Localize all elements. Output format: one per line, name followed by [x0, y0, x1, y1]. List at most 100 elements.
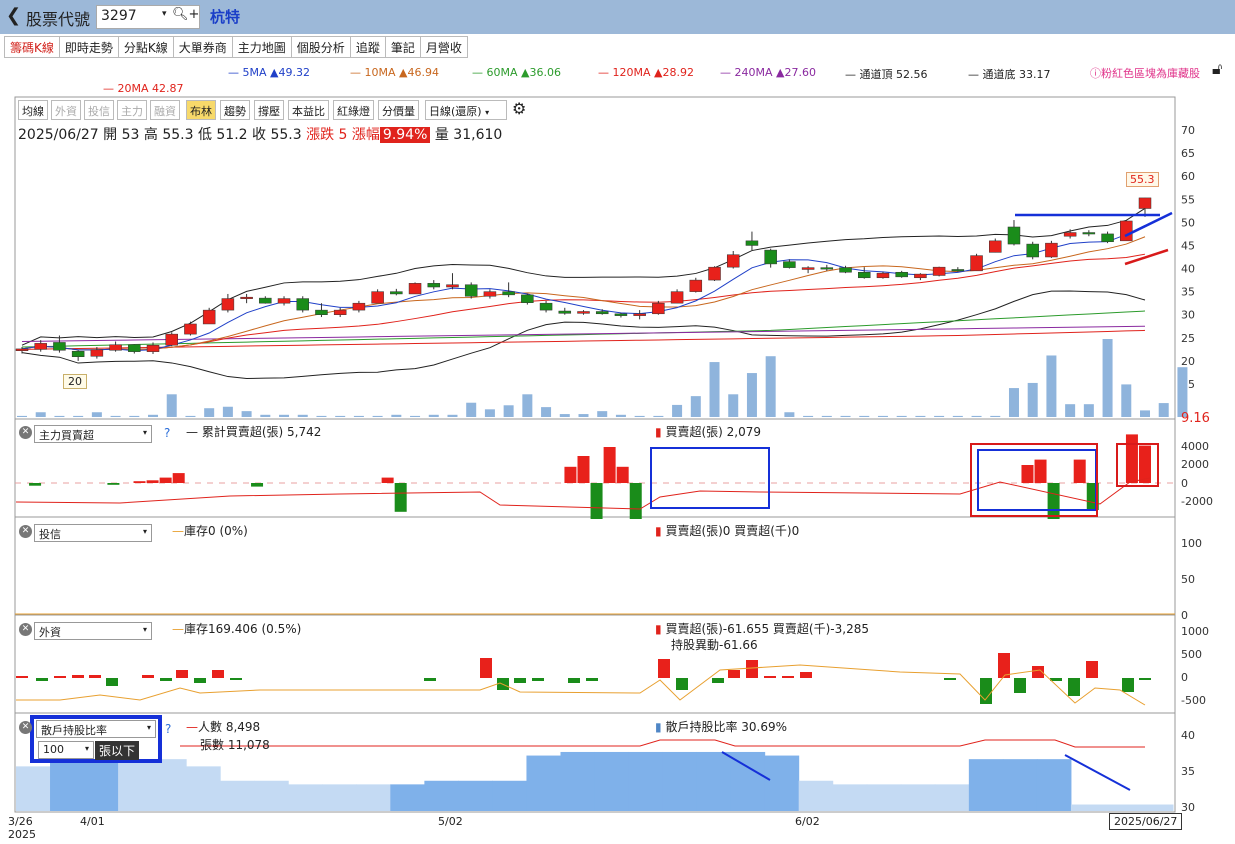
price-tick-label: 40	[1181, 263, 1195, 276]
candle-body	[633, 313, 646, 316]
lock-icon[interactable]: 🔓︎	[1212, 59, 1223, 78]
help-icon[interactable]: ?	[165, 722, 172, 736]
candle-body	[1007, 226, 1021, 245]
btn-support[interactable]: 撐壓	[254, 100, 284, 120]
btn-pe[interactable]: 本益比	[288, 100, 329, 120]
volume-bar	[204, 408, 215, 417]
retail-area-bar	[118, 759, 153, 811]
ma120-legend: — 120MA ▲28.92	[598, 66, 694, 79]
chevron-down-icon[interactable]: ▾	[162, 9, 167, 19]
x-label: 6/02	[795, 815, 820, 828]
search-add-icon[interactable]: 🔍︎+	[172, 7, 200, 22]
candle-body	[595, 311, 609, 315]
volume-bar	[241, 411, 252, 417]
retail-select[interactable]: 散戶持股比率 ▾	[36, 720, 156, 738]
candle-body	[502, 291, 515, 296]
ma5-legend: — 5MA ▲49.32	[228, 66, 310, 79]
foreign-tick: -500	[1181, 694, 1206, 707]
candle-body	[128, 344, 141, 352]
retail-area-bar	[254, 780, 289, 811]
tab-notes[interactable]: 筆記	[385, 36, 421, 58]
foreign-select[interactable]: 外資 ▾	[34, 622, 152, 640]
candle-body	[71, 350, 85, 358]
candle-body	[745, 240, 759, 246]
retail-area-bar	[1104, 804, 1140, 811]
foreign-bar	[194, 678, 206, 683]
foreign-bar	[424, 678, 436, 681]
foreign-bar	[54, 676, 66, 678]
foreign-bar	[106, 678, 118, 686]
tab-analysis[interactable]: 個股分析	[291, 36, 351, 58]
main-force-bar	[107, 483, 120, 485]
foreign-bar	[212, 670, 224, 678]
tab-chip-k[interactable]: 籌碼K線	[4, 36, 60, 58]
ma20-line	[21, 253, 1146, 351]
chevron-left-icon[interactable]: ❮	[6, 5, 22, 26]
trust-tick: 50	[1181, 573, 1195, 586]
tab-big-broker[interactable]: 大單券商	[173, 36, 233, 58]
candle-body	[1082, 232, 1096, 235]
main-force-bar	[1139, 445, 1151, 483]
main-force-bar	[146, 480, 159, 483]
retail-area-bar	[1036, 759, 1072, 811]
btn-main[interactable]: 主力	[117, 100, 147, 120]
tab-main-map[interactable]: 主力地圖	[232, 36, 292, 58]
volume-bar	[896, 415, 907, 417]
tab-revenue[interactable]: 月營收	[420, 36, 468, 58]
tab-track[interactable]: 追蹤	[350, 36, 386, 58]
tab-realtime[interactable]: 即時走勢	[59, 36, 119, 58]
ma60-line	[21, 310, 1146, 348]
period-select[interactable]: 日線(還原) ▾	[425, 100, 507, 120]
stock-code-input[interactable]: 3297	[96, 5, 200, 29]
volume-bar	[279, 414, 290, 417]
trust-bar-label: ▮ 買賣超(張)0 買賣超(千)0	[655, 524, 800, 538]
stock-name: 杭特	[210, 8, 241, 26]
help-icon[interactable]: ?	[164, 426, 171, 440]
chevron-down-icon: ▾	[84, 744, 89, 753]
volume-bar	[1177, 367, 1188, 417]
retail-area-bar	[50, 759, 85, 811]
retail-area-bar	[730, 751, 766, 811]
retail-area-bar	[288, 784, 323, 811]
btn-volume-profile[interactable]: 分價量	[378, 100, 419, 120]
tab-branch-k[interactable]: 分點K線	[118, 36, 174, 58]
volume-bar	[1102, 339, 1113, 417]
retail-area-bar	[16, 766, 51, 811]
retail-lot-select[interactable]: 100 ▾	[38, 741, 94, 759]
btn-trust[interactable]: 投信	[84, 100, 114, 120]
btn-bollinger[interactable]: 布林	[186, 100, 216, 120]
retail-area-bar	[356, 784, 391, 811]
close-icon[interactable]: ✕	[19, 623, 32, 636]
candle-body	[427, 283, 441, 288]
retail-area-bar	[186, 766, 221, 811]
candle-body	[1101, 233, 1114, 243]
main-force-bar	[1034, 459, 1047, 483]
highlight-box	[650, 447, 770, 509]
candle-body	[764, 249, 777, 265]
foreign-bar	[782, 676, 794, 678]
candle-body	[483, 291, 497, 297]
close-icon[interactable]: ✕	[19, 721, 32, 734]
x-label: 4/01	[80, 815, 105, 828]
btn-foreign[interactable]: 外資	[51, 100, 81, 120]
volume-bar	[765, 356, 776, 417]
btn-margin[interactable]: 融資	[150, 100, 180, 120]
close-icon[interactable]: ✕	[19, 426, 32, 439]
foreign-bar	[514, 678, 526, 683]
volume-bar	[690, 396, 701, 417]
volume-bar	[17, 415, 27, 417]
btn-trend[interactable]: 趨勢	[220, 100, 250, 120]
main-force-select[interactable]: 主力買賣超 ▾	[34, 425, 152, 443]
trust-select[interactable]: 投信 ▾	[34, 524, 152, 542]
volume-bar	[934, 415, 945, 417]
foreign-bar	[1068, 678, 1080, 696]
gear-icon[interactable]: ⚙	[512, 99, 527, 118]
candle-body	[989, 240, 1002, 253]
trust-line-label: —庫存0 (0%)	[172, 524, 248, 538]
main-force-line-label: — 累計買賣超(張) 5,742	[186, 425, 322, 439]
btn-ma[interactable]: 均線	[18, 100, 48, 120]
ma60-legend: — 60MA ▲36.06	[472, 66, 561, 79]
volume-bar	[1140, 410, 1150, 417]
close-icon[interactable]: ✕	[19, 525, 32, 538]
btn-traffic[interactable]: 紅綠燈	[333, 100, 374, 120]
